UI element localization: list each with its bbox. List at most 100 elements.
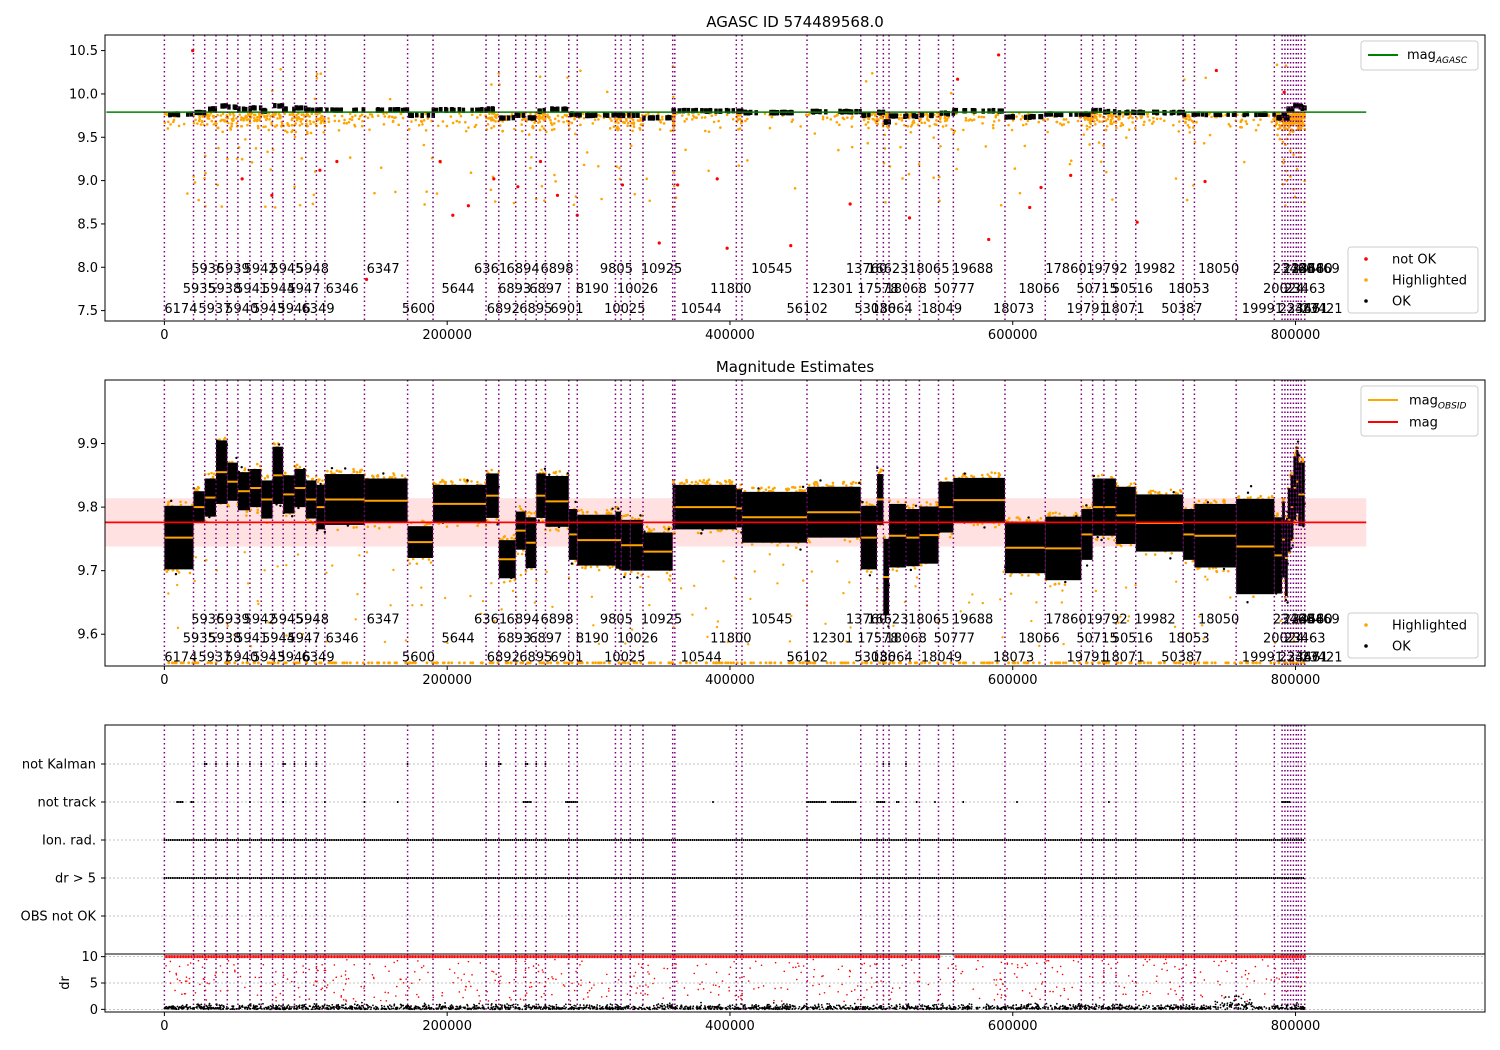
highlighted-point: [945, 119, 949, 122]
flag-point: [437, 839, 439, 841]
flag-point: [632, 839, 634, 841]
flag-point: [528, 877, 530, 879]
obsid-label: 19991: [1242, 650, 1283, 665]
obsid-label: 5938: [208, 631, 241, 646]
highlighted-point: [798, 488, 802, 492]
ok-point: [646, 556, 650, 559]
highlighted-point: [445, 525, 449, 528]
flag-point: [288, 839, 291, 841]
ok-point: [304, 107, 308, 113]
highlighted-point: [864, 80, 868, 83]
flag-point: [611, 877, 613, 879]
flag-point: [782, 877, 785, 879]
ok-point: [701, 528, 704, 531]
ok-point: [561, 106, 565, 112]
ok-point: [448, 515, 451, 518]
highlighted-point: [420, 603, 423, 607]
highlighted-point: [505, 537, 509, 541]
highlighted-point: [267, 621, 270, 624]
flag-point: [538, 839, 541, 841]
highlighted-point: [590, 595, 594, 599]
highlighted-point: [294, 130, 298, 134]
legend-label: not OK: [1392, 253, 1437, 268]
ok-point: [597, 555, 601, 558]
highlighted-point: [553, 117, 557, 121]
obsid-label: 5947: [287, 282, 320, 297]
clipped-point: [908, 661, 911, 665]
highlighted-point: [896, 500, 900, 504]
flag-point: [246, 839, 248, 841]
highlighted-point: [1179, 490, 1183, 493]
flag-point: [871, 877, 874, 879]
highlighted-point: [885, 124, 889, 128]
highlighted-point: [1046, 130, 1049, 134]
flag-point: [589, 877, 592, 879]
flag-point: [379, 877, 382, 879]
flag-point: [1291, 877, 1294, 879]
ok-point: [930, 519, 933, 522]
obsid-label: 10925: [641, 612, 682, 627]
highlighted-point: [253, 116, 256, 120]
ok-point: [1298, 104, 1302, 110]
clipped-point: [272, 661, 276, 665]
flag-point: [797, 877, 800, 879]
highlighted-point: [293, 135, 297, 139]
flag-point: [477, 839, 480, 841]
highlighted-point: [650, 529, 653, 533]
highlighted-point: [610, 119, 613, 122]
ok-point: [297, 490, 300, 493]
ok-point: [700, 532, 703, 535]
ok-point: [892, 527, 895, 530]
flag-point: [742, 839, 745, 841]
flag-point: [1126, 877, 1129, 879]
clipped-point: [355, 661, 359, 665]
flag-point: [333, 877, 335, 879]
highlighted-point: [382, 476, 386, 479]
flag-point: [441, 877, 444, 879]
highlighted-point: [451, 481, 454, 484]
flag-point: [1296, 877, 1298, 879]
highlighted-point: [269, 168, 272, 171]
ok-point: [1190, 515, 1193, 518]
highlighted-point: [1239, 125, 1242, 129]
flag-point: [850, 877, 853, 879]
obsid-label: 23469: [1298, 262, 1339, 277]
ok-point: [1029, 113, 1034, 120]
highlighted-point: [383, 115, 387, 118]
highlighted-point: [221, 112, 225, 116]
flag-point: [401, 839, 403, 841]
ok-point: [1246, 601, 1249, 604]
ok-point: [677, 108, 682, 114]
highlighted-point: [617, 121, 620, 125]
flag-point: [471, 839, 473, 841]
obsid-label: 18065: [908, 262, 949, 277]
highlighted-point: [1192, 126, 1195, 129]
highlighted-point: [802, 579, 805, 582]
ok-point: [402, 107, 407, 113]
flag-point: [1251, 877, 1254, 879]
highlighted-point: [582, 163, 586, 167]
highlighted-point: [980, 115, 983, 119]
highlighted-point: [589, 565, 593, 569]
highlighted-point: [534, 512, 537, 515]
highlighted-point: [1177, 130, 1181, 133]
flag-point: [638, 839, 641, 841]
flag-point: [999, 877, 1001, 879]
flag-point: [418, 839, 420, 841]
highlighted-point: [948, 535, 952, 539]
highlighted-point: [746, 159, 749, 162]
flag-point: [611, 839, 613, 841]
flag-point: [657, 877, 660, 879]
flag-point: [282, 877, 284, 879]
highlighted-point: [1249, 496, 1252, 499]
flag-point: [1084, 877, 1086, 879]
flag-point: [560, 877, 562, 879]
ok-point: [518, 545, 522, 549]
ok-point: [253, 105, 257, 111]
highlighted-point: [254, 147, 258, 150]
flag-point: [710, 839, 713, 841]
highlighted-point: [335, 469, 339, 473]
highlighted-point: [870, 113, 874, 116]
ok-point: [254, 498, 258, 502]
